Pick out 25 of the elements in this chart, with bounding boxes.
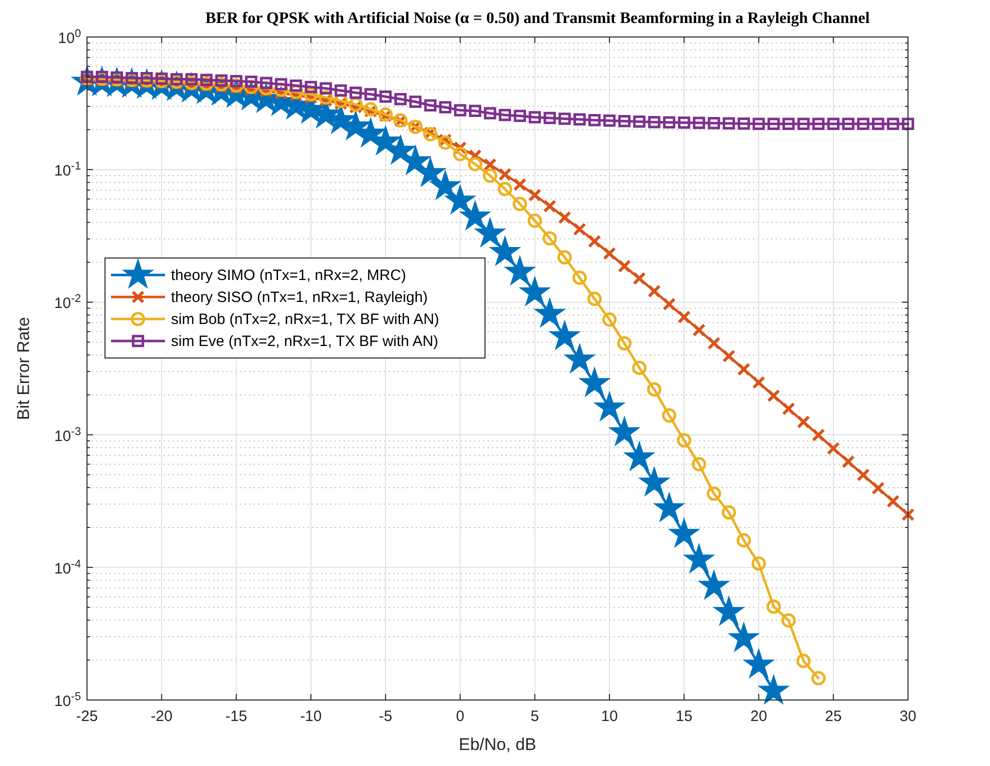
legend-label: sim Eve (nTx=2, nRx=1, TX BF with AN): [171, 333, 438, 350]
x-tick-label: 20: [750, 708, 768, 725]
x-tick-label: -10: [300, 708, 322, 725]
x-tick-label: 30: [900, 708, 916, 725]
x-axis-title: Eb/No, dB: [458, 735, 536, 754]
x-tick-label: 15: [676, 708, 692, 725]
x-tick-label: 0: [456, 708, 464, 725]
x-tick-label: 5: [530, 708, 539, 725]
y-tick-label: 10$^{-2}$: [54, 293, 81, 312]
y-axis-title: Bit Error Rate: [14, 317, 33, 420]
y-tick-label: 10$^{-5}$: [54, 691, 81, 710]
x-tick-label: -15: [225, 708, 248, 725]
x-tick-label: -25: [76, 708, 98, 725]
x-tick-label: -20: [150, 708, 172, 725]
x-tick-label: 25: [825, 708, 842, 725]
x-tick-label: -5: [378, 708, 392, 725]
x-tick-label: 10: [601, 708, 618, 725]
y-tick-label: 10$^{-4}$: [54, 558, 81, 578]
y-tick-label: 10$^{-3}$: [54, 426, 81, 445]
legend-label: sim Bob (nTx=2, nRx=1, TX BF with AN): [171, 311, 440, 328]
y-tick-label: 10$^{0}$: [58, 28, 81, 47]
chart-title: BER for QPSK with Artificial Noise (α = 0.50) and Transmit Beamforming in a Rayleigh Channel: [205, 10, 870, 27]
legend-label: theory SIMO (nTx=1, nRx=2, MRC): [171, 267, 406, 284]
legend-label: theory SISO (nTx=1, nRx=1, Rayleigh): [171, 289, 428, 306]
y-tick-label: 10$^{-1}$: [54, 160, 81, 180]
